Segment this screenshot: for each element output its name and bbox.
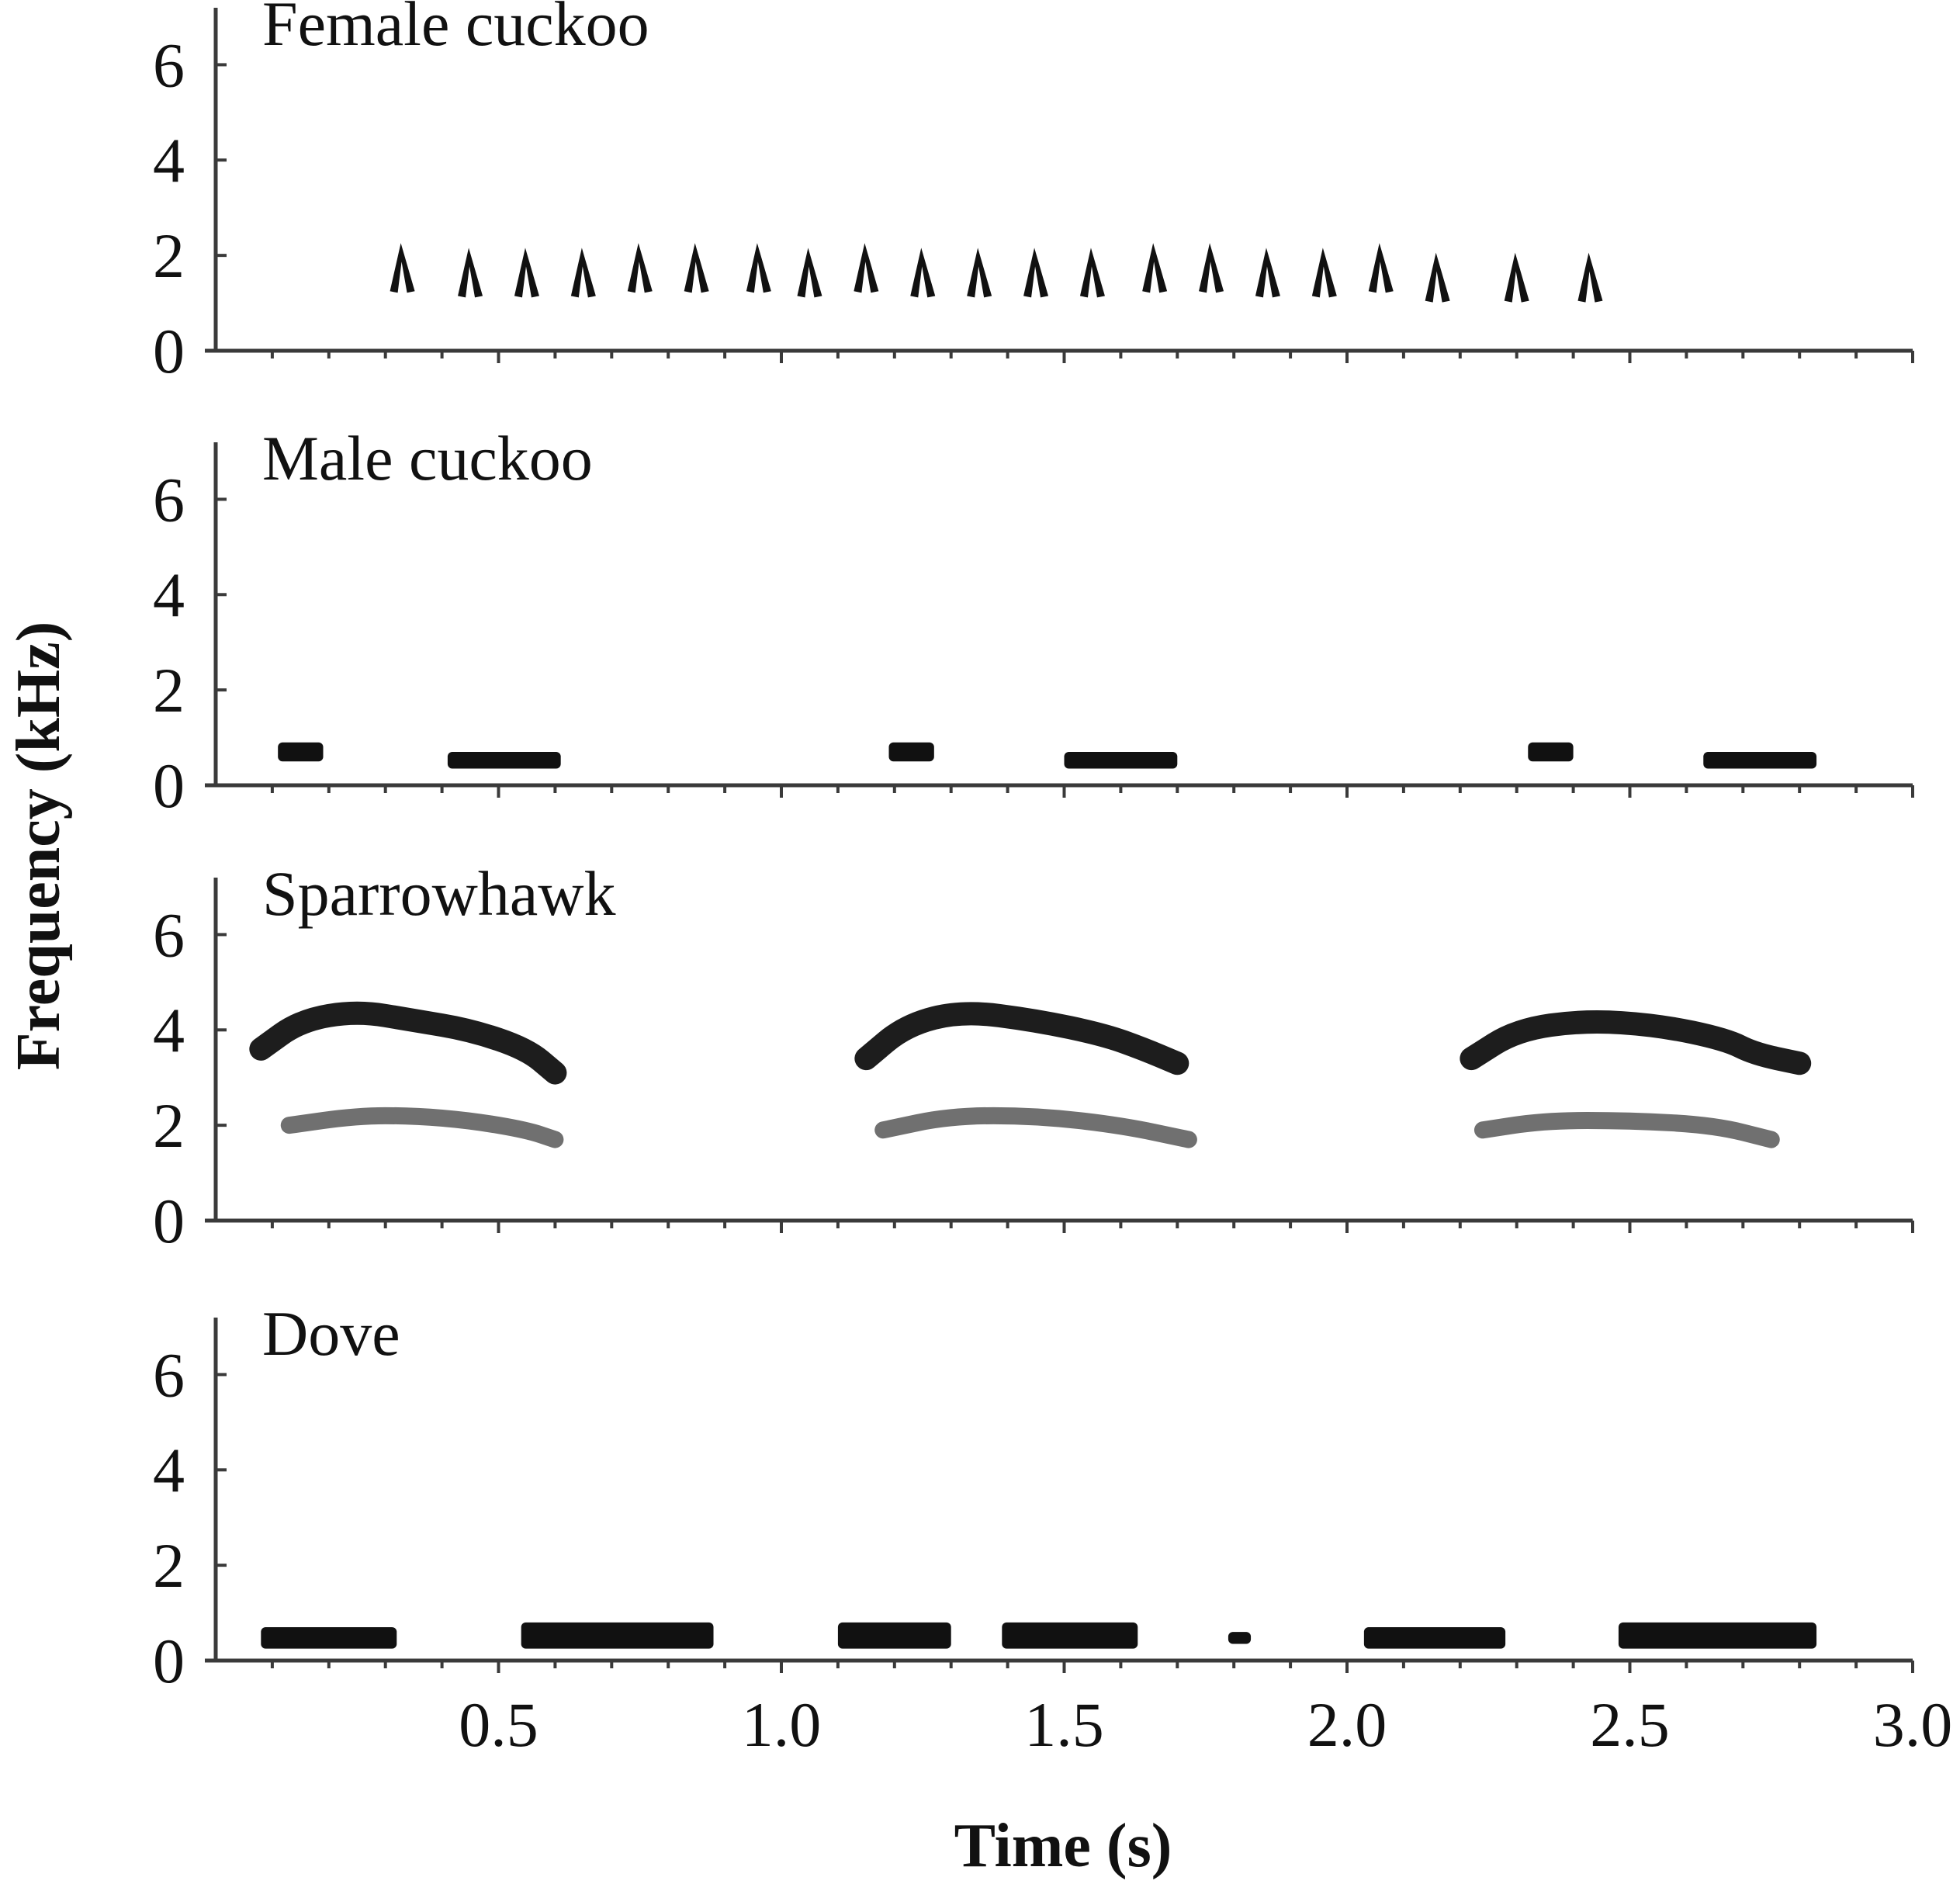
y-tick-label: 0 [153, 1626, 185, 1696]
panel-title: Sparrowhawk [262, 858, 615, 929]
call-harmonic [1460, 1010, 1812, 1075]
y-tick-label: 6 [153, 899, 185, 970]
call-note [837, 1622, 951, 1649]
y-axis-title: Frequency (kHz) [5, 622, 73, 1070]
y-tick-label: 6 [153, 1339, 185, 1410]
panel-title: Female cuckoo [262, 0, 649, 59]
y-tick-label: 0 [153, 750, 185, 821]
call-note [1425, 252, 1450, 303]
call-note [261, 1627, 397, 1649]
x-tick-label: 0.5 [459, 1689, 538, 1760]
call-note [888, 742, 934, 762]
call-note [1199, 243, 1224, 293]
spectrogram-panels: 0 2 4 6 Female cuckoo 0 2 4 6 Male cuckoo 0 2 4 6 Spar… [153, 0, 1914, 1696]
y-tick-label: 2 [153, 220, 185, 291]
y-tick-label: 4 [153, 125, 185, 196]
call-note [278, 742, 324, 762]
call-note [1142, 243, 1168, 293]
call-note [1504, 252, 1529, 303]
call-note [1002, 1622, 1138, 1649]
x-tick-label: 3.0 [1873, 1689, 1953, 1760]
call-note [1311, 248, 1337, 298]
x-axis-tick-labels: 0.5 1.0 1.5 2.0 2.5 3.0 [459, 1689, 1952, 1760]
x-tick-label: 1.5 [1024, 1689, 1104, 1760]
call-harmonic [1473, 1112, 1780, 1148]
call-note [797, 248, 822, 298]
call-note [627, 243, 653, 293]
call-harmonic [280, 1107, 564, 1148]
y-tick-label: 2 [153, 655, 185, 726]
call-note [1703, 752, 1817, 769]
call-note [570, 248, 596, 298]
y-tick-label: 6 [153, 464, 185, 535]
call-note [1577, 252, 1603, 303]
call-harmonic [874, 1107, 1197, 1148]
call-note [1618, 1622, 1817, 1649]
x-tick-label: 2.5 [1590, 1689, 1670, 1760]
call-note [1368, 243, 1394, 293]
call-note [684, 243, 709, 293]
y-tick-label: 0 [153, 316, 185, 386]
call-note [910, 248, 936, 298]
y-tick-label: 4 [153, 1435, 185, 1505]
call-harmonic [249, 1001, 567, 1085]
call-note [967, 248, 992, 298]
call-note [1023, 248, 1049, 298]
y-tick-label: 6 [153, 29, 185, 100]
x-tick-label: 1.0 [742, 1689, 822, 1760]
call-note [746, 243, 771, 293]
panel-2: 0 2 4 6 Sparrowhawk [153, 858, 1914, 1256]
y-tick-label: 4 [153, 559, 185, 630]
panel-title: Male cuckoo [262, 423, 593, 494]
call-note [1255, 248, 1280, 298]
panel-title: Dove [262, 1298, 400, 1369]
call-note [1064, 752, 1178, 769]
panel-3: 0 2 4 6 Dove [153, 1298, 1914, 1696]
call-harmonic [854, 1002, 1190, 1075]
call-note [1079, 248, 1105, 298]
call-note [447, 752, 561, 769]
call-note [1228, 1632, 1252, 1644]
x-tick-label: 2.0 [1307, 1689, 1387, 1760]
y-tick-label: 4 [153, 995, 185, 1065]
call-note [458, 248, 483, 298]
call-note [521, 1622, 714, 1649]
call-note [390, 243, 415, 293]
y-tick-label: 2 [153, 1090, 185, 1161]
call-note [1528, 742, 1574, 762]
panel-0: 0 2 4 6 Female cuckoo [153, 0, 1914, 386]
call-note [854, 243, 879, 293]
panel-1: 0 2 4 6 Male cuckoo [153, 423, 1914, 821]
x-axis-title: Time (s) [954, 1812, 1172, 1880]
y-tick-label: 0 [153, 1186, 185, 1256]
y-tick-label: 2 [153, 1530, 185, 1601]
call-note [1363, 1627, 1506, 1649]
call-note [514, 248, 539, 298]
